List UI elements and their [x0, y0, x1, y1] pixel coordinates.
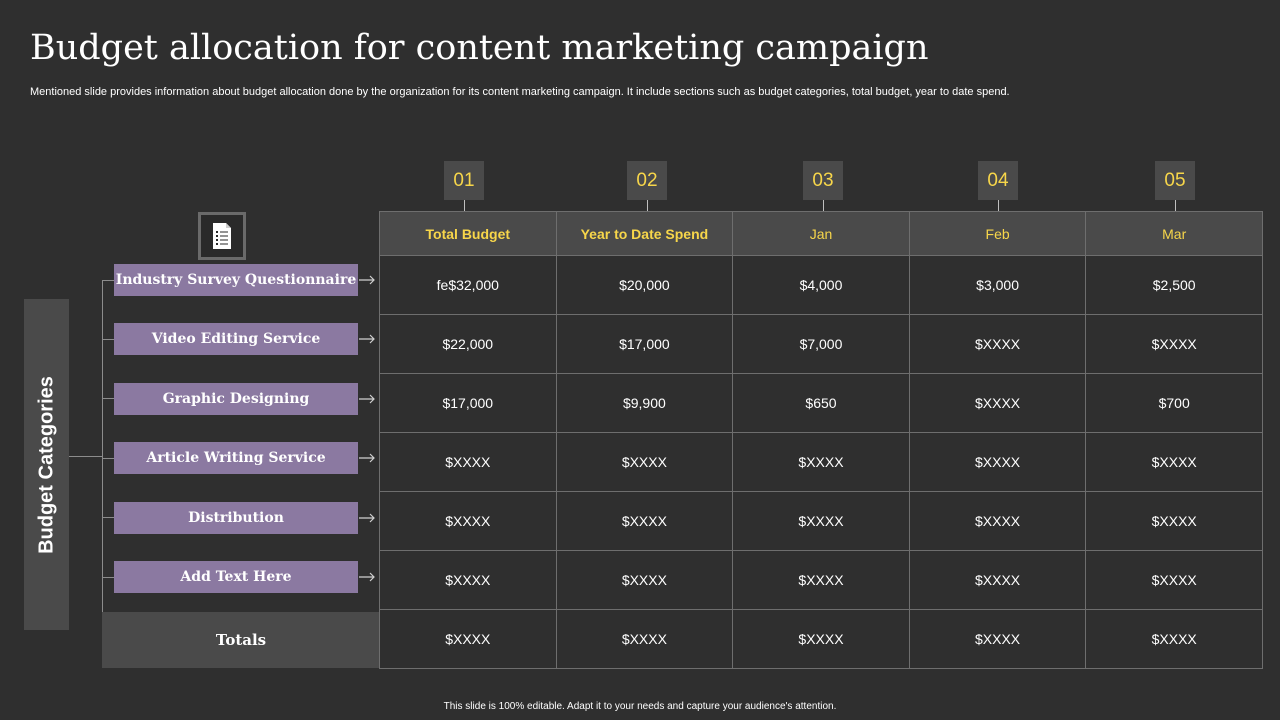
table-cell: $XXXX — [1085, 550, 1263, 610]
table-cell: $XXXX — [732, 609, 910, 669]
totals-label: Totals — [102, 612, 380, 668]
table-cell: $2,500 — [1085, 255, 1263, 315]
budget-table: Total Budget Year to Date Spend Jan Feb … — [379, 211, 1263, 669]
tree-branch — [102, 517, 114, 518]
category-video-editing: Video Editing Service — [114, 323, 358, 355]
column-number-badge: 04 — [978, 161, 1018, 200]
table-cell: $XXXX — [379, 491, 557, 551]
badge-connector — [998, 200, 999, 211]
column-number-badge: 01 — [444, 161, 484, 200]
table-cell: $XXXX — [555, 432, 734, 492]
slide-title: Budget allocation for content marketing … — [30, 28, 929, 68]
table-cell: $17,000 — [379, 373, 557, 433]
table-row: $22,000 $17,000 $7,000 $XXXX $XXXX — [379, 314, 1263, 374]
table-cell: $650 — [732, 373, 910, 433]
category-distribution: Distribution — [114, 502, 358, 534]
arrow-right-icon — [359, 513, 375, 523]
totals-row: $XXXX $XXXX $XXXX $XXXX $XXXX — [379, 609, 1263, 669]
table-cell: fe$32,000 — [379, 255, 557, 315]
arrow-right-icon — [359, 334, 375, 344]
category-graphic-designing: Graphic Designing — [114, 383, 358, 415]
table-cell: $XXXX — [908, 314, 1087, 374]
budget-categories-panel: Budget Categories — [24, 299, 69, 630]
table-cell: $XXXX — [379, 609, 557, 669]
table-cell: $XXXX — [732, 491, 910, 551]
tree-branch — [102, 458, 114, 459]
badge-connector — [647, 200, 648, 211]
header-total-budget: Total Budget — [379, 211, 557, 256]
table-cell: $XXXX — [555, 491, 734, 551]
table-header-row: Total Budget Year to Date Spend Jan Feb … — [379, 211, 1263, 256]
tree-branch — [102, 577, 114, 578]
table-cell: $XXXX — [555, 609, 734, 669]
table-cell: $XXXX — [1085, 432, 1263, 492]
table-cell: $3,000 — [908, 255, 1087, 315]
arrow-right-icon — [359, 453, 375, 463]
header-mar: Mar — [1085, 211, 1263, 256]
table-cell: $XXXX — [732, 432, 910, 492]
document-icon — [198, 212, 246, 260]
badge-connector — [464, 200, 465, 211]
table-cell: $XXXX — [379, 550, 557, 610]
tree-connector-horizontal — [69, 456, 103, 457]
column-number-badge: 02 — [627, 161, 667, 200]
table-row: $XXXX $XXXX $XXXX $XXXX $XXXX — [379, 550, 1263, 610]
category-add-text: Add Text Here — [114, 561, 358, 593]
table-cell: $XXXX — [908, 432, 1087, 492]
tree-branch — [102, 280, 114, 281]
table-cell: $XXXX — [555, 550, 734, 610]
table-cell: $700 — [1085, 373, 1263, 433]
badge-connector — [1175, 200, 1176, 211]
table-row: fe$32,000 $20,000 $4,000 $3,000 $2,500 — [379, 255, 1263, 315]
slide-subtitle: Mentioned slide provides information abo… — [30, 86, 1010, 98]
table-cell: $7,000 — [732, 314, 910, 374]
header-feb: Feb — [908, 211, 1087, 256]
table-cell: $20,000 — [555, 255, 734, 315]
column-number-badge: 05 — [1155, 161, 1195, 200]
table-cell: $XXXX — [732, 550, 910, 610]
tree-connector-vertical — [102, 280, 103, 612]
table-cell: $XXXX — [1085, 609, 1263, 669]
arrow-right-icon — [359, 275, 375, 285]
table-cell: $XXXX — [379, 432, 557, 492]
table-row: $17,000 $9,900 $650 $XXXX $700 — [379, 373, 1263, 433]
side-label-text: Budget Categories — [35, 375, 57, 554]
table-cell: $XXXX — [908, 550, 1087, 610]
arrow-right-icon — [359, 394, 375, 404]
table-cell: $17,000 — [555, 314, 734, 374]
header-ytd-spend: Year to Date Spend — [555, 211, 734, 256]
table-cell: $XXXX — [1085, 314, 1263, 374]
badge-connector — [823, 200, 824, 211]
table-cell: $4,000 — [732, 255, 910, 315]
table-cell: $9,900 — [555, 373, 734, 433]
column-number-badge: 03 — [803, 161, 843, 200]
slide-footer: This slide is 100% editable. Adapt it to… — [443, 701, 837, 712]
table-cell: $22,000 — [379, 314, 557, 374]
category-article-writing: Article Writing Service — [114, 442, 358, 474]
table-cell: $XXXX — [1085, 491, 1263, 551]
header-jan: Jan — [732, 211, 910, 256]
arrow-right-icon — [359, 572, 375, 582]
tree-branch — [102, 398, 114, 399]
table-row: $XXXX $XXXX $XXXX $XXXX $XXXX — [379, 432, 1263, 492]
table-row: $XXXX $XXXX $XXXX $XXXX $XXXX — [379, 491, 1263, 551]
category-industry-survey: Industry Survey Questionnaire — [114, 264, 358, 296]
table-cell: $XXXX — [908, 609, 1087, 669]
table-cell: $XXXX — [908, 491, 1087, 551]
tree-branch — [102, 339, 114, 340]
table-cell: $XXXX — [908, 373, 1087, 433]
